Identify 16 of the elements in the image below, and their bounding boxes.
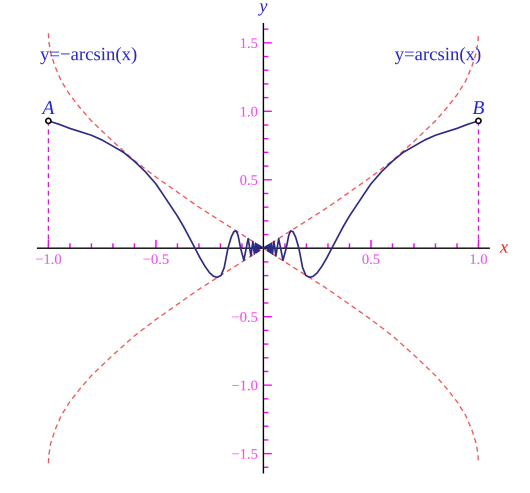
- y-tick-label: −1.5: [232, 449, 258, 459]
- x-tick-label: −1.0: [36, 254, 62, 264]
- x-axis-title: x: [500, 244, 508, 253]
- x-tick-label: 0.5: [362, 254, 380, 264]
- annotation: B: [472, 101, 484, 114]
- x-tick-label: −0.5: [143, 254, 169, 264]
- y-tick-label: −0.5: [232, 312, 258, 322]
- x-tick-label: 1.0: [470, 254, 487, 264]
- y-tick-label: 1.5: [240, 38, 258, 48]
- series-label: y=arcsin(x): [394, 47, 480, 64]
- y-tick-label: −1.0: [232, 380, 258, 390]
- annotation: A: [41, 101, 54, 114]
- series-label: y=−arcsin(x): [40, 47, 136, 64]
- y-tick-label: 0.5: [240, 175, 258, 186]
- y-tick-label: 1.0: [240, 106, 258, 117]
- y-axis-title: y: [258, 3, 268, 16]
